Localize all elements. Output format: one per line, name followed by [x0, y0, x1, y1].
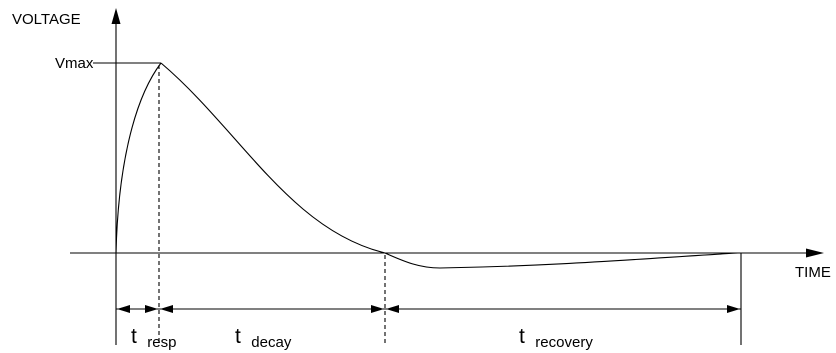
y-axis-arrowhead [111, 8, 121, 24]
resp-start-arrow [117, 305, 130, 313]
t-recovery-label: t recovery [519, 325, 593, 351]
x-axis-title: TIME [795, 264, 831, 281]
recovery-start-arrow [386, 305, 399, 313]
t-recovery-symbol: t [519, 325, 525, 348]
decay-curve [160, 62, 386, 254]
recovery-curve [384, 252, 739, 269]
t-recovery-subscript: recovery [535, 334, 593, 351]
decay-start-arrow [160, 305, 173, 313]
t-resp-symbol: t [131, 325, 137, 348]
t-decay-symbol: t [235, 325, 241, 348]
t-resp-label: t resp [131, 325, 176, 351]
decay-end-arrow [371, 305, 384, 313]
recovery-end-arrow [727, 305, 740, 313]
rise-curve [115, 62, 162, 254]
resp-end-arrow [145, 305, 158, 313]
x-axis-arrowhead [806, 248, 824, 258]
vmax-label: Vmax [55, 55, 94, 72]
t-decay-subscript: decay [251, 334, 292, 351]
t-decay-label: t decay [235, 325, 292, 351]
t-resp-subscript: resp [147, 334, 176, 351]
y-axis-title: VOLTAGE [12, 11, 81, 28]
